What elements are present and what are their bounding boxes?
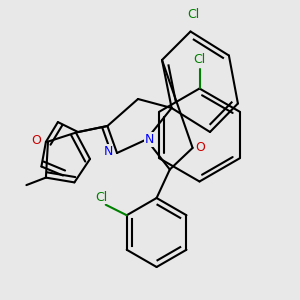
- Text: Cl: Cl: [95, 191, 107, 204]
- Text: N: N: [145, 133, 154, 146]
- Text: O: O: [195, 141, 205, 154]
- Text: N: N: [103, 145, 113, 158]
- Text: Cl: Cl: [194, 53, 206, 67]
- Text: O: O: [31, 134, 41, 147]
- Text: Cl: Cl: [188, 8, 200, 22]
